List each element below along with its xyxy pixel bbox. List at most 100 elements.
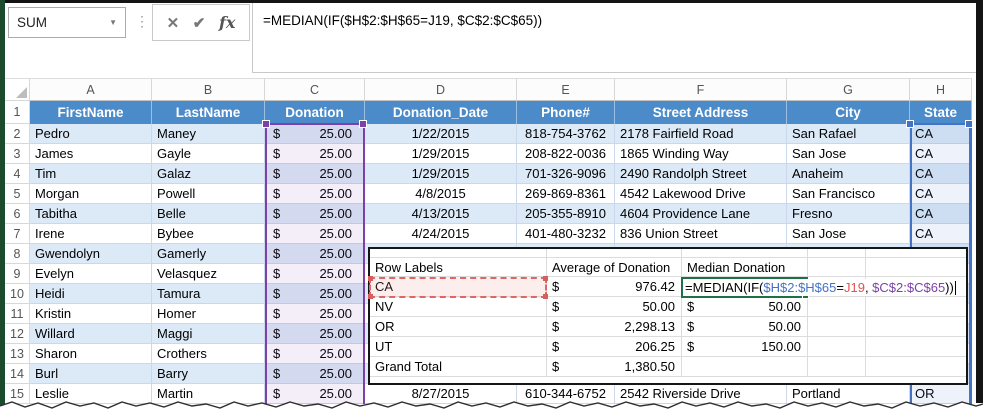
cell-phone[interactable]: 269-869-8361 (517, 184, 615, 204)
header-cell-5[interactable]: Street Address (615, 101, 787, 124)
name-box[interactable]: SUM ▼ (8, 7, 126, 38)
header-cell-2[interactable]: Donation (265, 101, 365, 124)
cell-donation-date[interactable]: 4/24/2015 (365, 224, 517, 244)
cell-address[interactable]: 4542 Lakewood Drive (615, 184, 787, 204)
cell-lastname[interactable]: Maney (152, 124, 265, 144)
formula-bar-input[interactable] (252, 3, 976, 73)
cell-donation[interactable]: $25.00 (265, 284, 365, 304)
header-cell-4[interactable]: Phone# (517, 101, 615, 124)
cell-phone[interactable]: 208-822-0036 (517, 144, 615, 164)
cell-address[interactable]: 2178 Fairfield Road (615, 124, 787, 144)
cell-lastname[interactable]: Powell (152, 184, 265, 204)
cell-lastname[interactable]: Gamerly (152, 244, 265, 264)
pivot-empty-cell[interactable] (808, 357, 866, 377)
cell-lastname[interactable]: Galaz (152, 164, 265, 184)
ref-handle[interactable] (368, 276, 373, 281)
header-cell-0[interactable]: FirstName (30, 101, 152, 124)
row-number-11[interactable]: 11 (5, 304, 30, 324)
row-number-15[interactable]: 15 (5, 384, 30, 404)
range-handle[interactable] (906, 120, 914, 128)
cell-firstname[interactable]: Evelyn (30, 264, 152, 284)
pivot-empty-cell[interactable] (866, 317, 966, 337)
range-handle[interactable] (965, 120, 973, 128)
cell-address[interactable]: 836 Union Street (615, 224, 787, 244)
pivot-empty-cell[interactable] (808, 317, 866, 337)
cell-phone[interactable]: 401-480-3232 (517, 224, 615, 244)
cell-state[interactable]: CA (910, 204, 972, 224)
row-number-6[interactable]: 6 (5, 204, 30, 224)
pivot-median-value[interactable]: $50.00 (682, 317, 808, 337)
pivot-label[interactable]: NV (370, 297, 547, 317)
header-cell-7[interactable]: State (910, 101, 972, 124)
cell-firstname[interactable]: Tim (30, 164, 152, 184)
pivot-header-average[interactable]: Average of Donation (547, 258, 682, 277)
pivot-average-value[interactable]: $1,380.50 (547, 357, 682, 377)
cell-firstname[interactable]: Willard (30, 324, 152, 344)
cell-city[interactable]: San Francisco (787, 184, 910, 204)
cell-donation[interactable]: $25.00 (265, 244, 365, 264)
row-number-5[interactable]: 5 (5, 184, 30, 204)
pivot-label[interactable]: OR (370, 317, 547, 337)
cell-firstname[interactable]: Sharon (30, 344, 152, 364)
cell-phone[interactable]: 205-355-8910 (517, 204, 615, 224)
header-cell-1[interactable]: LastName (152, 101, 265, 124)
pivot-average-value[interactable]: $2,298.13 (547, 317, 682, 337)
cell-donation-date[interactable]: 4/13/2015 (365, 204, 517, 224)
cell-firstname[interactable]: Heidi (30, 284, 152, 304)
row-number-1[interactable]: 1 (5, 101, 30, 124)
cell-lastname[interactable]: Maggi (152, 324, 265, 344)
row-number-3[interactable]: 3 (5, 144, 30, 164)
cell-address[interactable]: 2490 Randolph Street (615, 164, 787, 184)
pivot-empty-cell[interactable] (866, 297, 966, 317)
cell-lastname[interactable]: Velasquez (152, 264, 265, 284)
select-all-corner[interactable] (5, 78, 30, 101)
cell-address[interactable]: 1865 Winding Way (615, 144, 787, 164)
pivot-median-value[interactable]: $150.00 (682, 337, 808, 357)
cell-firstname[interactable]: James (30, 144, 152, 164)
cell-lastname[interactable]: Bybee (152, 224, 265, 244)
pivot-average-value[interactable]: $50.00 (547, 297, 682, 317)
row-number-14[interactable]: 14 (5, 364, 30, 384)
enter-icon[interactable]: ✔ (192, 14, 206, 32)
cell-donation-date[interactable]: 1/29/2015 (365, 144, 517, 164)
cell-phone[interactable]: 701-326-9096 (517, 164, 615, 184)
cell-state[interactable]: CA (910, 164, 972, 184)
column-letter-F[interactable]: F (615, 78, 787, 101)
cell-firstname[interactable]: Irene (30, 224, 152, 244)
pivot-empty-cell[interactable] (866, 277, 966, 297)
cell-donation[interactable]: $25.00 (265, 364, 365, 384)
column-letter-G[interactable]: G (787, 78, 910, 101)
cell-lastname[interactable]: Martin (152, 384, 265, 404)
ref-handle[interactable] (543, 294, 548, 299)
header-cell-3[interactable]: Donation_Date (365, 101, 517, 124)
pivot-median-value[interactable] (682, 357, 808, 377)
header-cell-6[interactable]: City (787, 101, 910, 124)
cell-firstname[interactable]: Kristin (30, 304, 152, 324)
cell-donation-date[interactable]: 4/8/2015 (365, 184, 517, 204)
pivot-label[interactable]: UT (370, 337, 547, 357)
cell-donation[interactable]: $25.00 (265, 204, 365, 224)
pivot-header-row-labels[interactable]: Row Labels (370, 258, 547, 277)
cell-city[interactable]: San Rafael (787, 124, 910, 144)
cell-firstname[interactable]: Morgan (30, 184, 152, 204)
column-letter-B[interactable]: B (152, 78, 265, 101)
ref-handle[interactable] (543, 276, 548, 281)
range-handle[interactable] (359, 120, 367, 128)
cell-city[interactable]: Anaheim (787, 164, 910, 184)
column-letter-E[interactable]: E (517, 78, 615, 101)
cell-lastname[interactable]: Crothers (152, 344, 265, 364)
row-number-10[interactable]: 10 (5, 284, 30, 304)
column-letter-D[interactable]: D (365, 78, 517, 101)
pivot-median-value[interactable]: $50.00 (682, 297, 808, 317)
cell-donation-date[interactable]: 1/29/2015 (365, 164, 517, 184)
pivot-empty-cell[interactable] (808, 337, 866, 357)
cell-city[interactable]: San Jose (787, 224, 910, 244)
cell-lastname[interactable]: Belle (152, 204, 265, 224)
cell-city[interactable]: San Jose (787, 144, 910, 164)
column-letter-A[interactable]: A (30, 78, 152, 101)
cell-donation[interactable]: $25.00 (265, 324, 365, 344)
cell-lastname[interactable]: Tamura (152, 284, 265, 304)
cell-address[interactable]: 2542 Riverside Drive (615, 384, 787, 404)
pivot-header-median[interactable]: Median Donation (682, 258, 808, 277)
cell-donation[interactable]: $25.00 (265, 164, 365, 184)
